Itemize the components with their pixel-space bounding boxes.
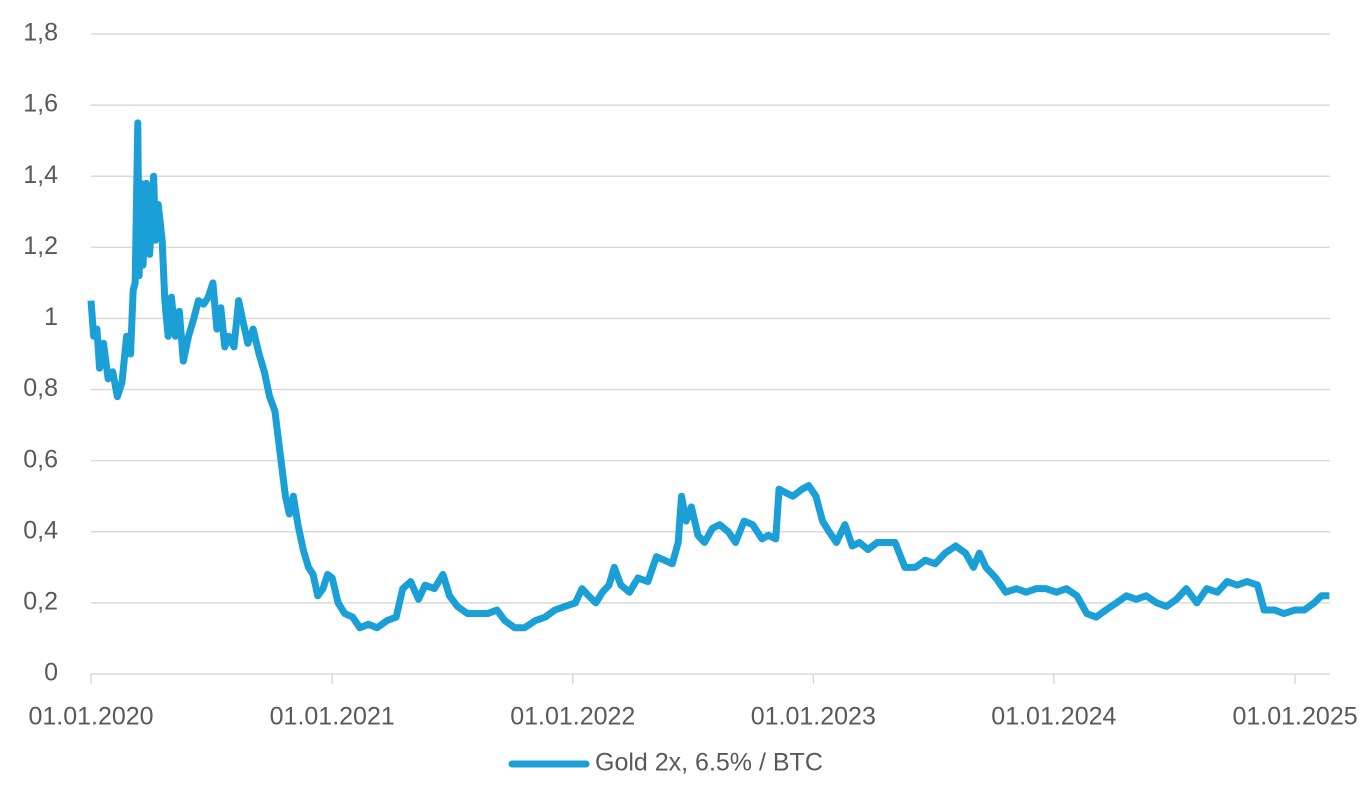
- x-tick-label: 01.01.2023: [751, 703, 876, 731]
- y-tick-label: 1,2: [23, 232, 58, 260]
- x-tick-label: 01.01.2022: [510, 703, 635, 731]
- y-tick-label: 0,2: [23, 587, 58, 615]
- legend-label: Gold 2x, 6.5% / BTC: [595, 749, 823, 777]
- x-tick-label: 01.01.2024: [991, 703, 1116, 731]
- y-tick-label: 0: [44, 659, 58, 687]
- x-tick-label: 01.01.2020: [28, 703, 153, 731]
- y-tick-label: 1: [44, 303, 58, 331]
- y-tick-label: 1,8: [23, 19, 58, 47]
- data-line: [87, 119, 1330, 632]
- y-tick-label: 1,4: [23, 161, 58, 189]
- x-tick-label: 01.01.2025: [1233, 703, 1358, 731]
- y-tick-label: 0,6: [23, 445, 58, 473]
- x-tick-label: 01.01.2021: [270, 703, 395, 731]
- y-tick-label: 0,4: [23, 516, 58, 544]
- y-tick-label: 1,6: [23, 90, 58, 118]
- y-tick-label: 0,8: [23, 374, 58, 402]
